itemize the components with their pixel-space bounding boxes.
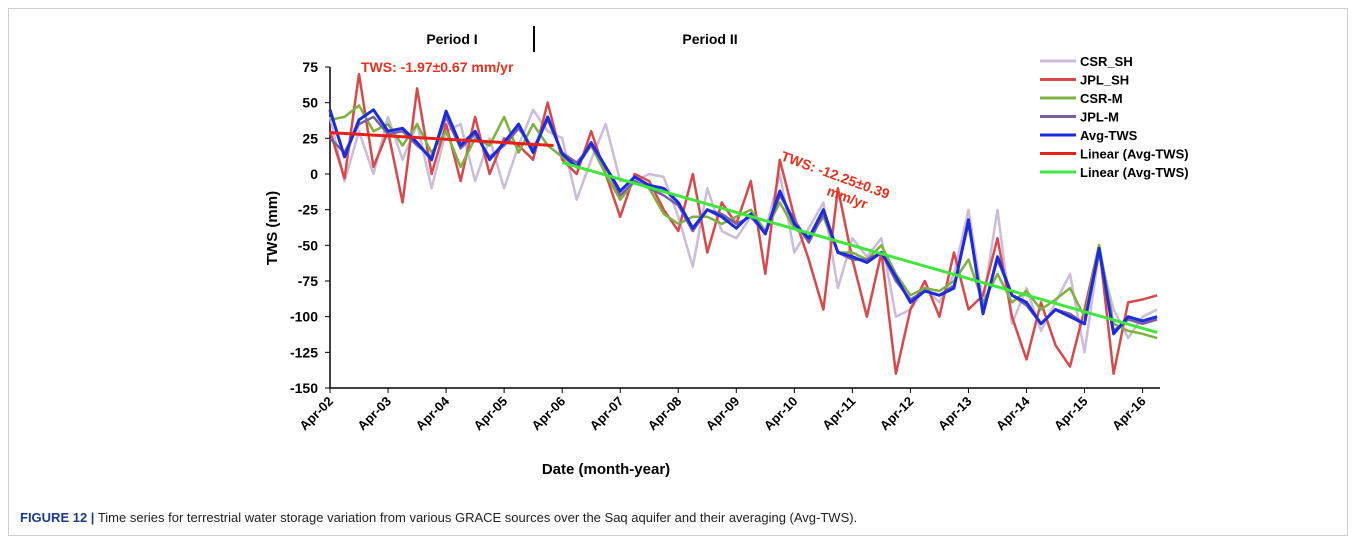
legend-label: JPL-M [1080, 110, 1119, 125]
annotation: TWS: -1.97±0.67 mm/yr [361, 59, 514, 75]
x-tick-label: Apr-05 [471, 394, 511, 434]
x-tick-label: Apr-07 [587, 394, 627, 434]
legend-label: JPL_SH [1080, 73, 1129, 88]
y-tick-label: 75 [302, 59, 318, 75]
period-label: Period II [682, 31, 737, 47]
x-axis-label: Date (month-year) [542, 461, 670, 478]
figure-border [8, 8, 1348, 536]
x-tick-label: Apr-11 [819, 394, 858, 433]
x-tick-label: Apr-09 [703, 394, 743, 434]
y-tick-label: -125 [290, 344, 318, 360]
period-label: Period I [426, 31, 477, 47]
y-tick-label: -50 [298, 237, 318, 253]
x-tick-label: Apr-14 [993, 393, 1033, 433]
y-tick-label: -100 [290, 309, 318, 325]
x-tick-label: Apr-13 [935, 394, 975, 434]
series-line [328, 108, 1158, 336]
x-tick-label: Apr-03 [354, 394, 394, 434]
caption: FIGURE 12 | Time series for terrestrial … [20, 510, 857, 525]
y-tick-label: 50 [302, 95, 318, 111]
legend-label: Avg-TWS [1080, 128, 1138, 143]
y-tick-label: -75 [298, 273, 318, 289]
series-line [329, 131, 554, 147]
caption-label: FIGURE 12 | [20, 510, 94, 525]
x-tick-label: Apr-02 [296, 394, 336, 434]
y-tick-label: 25 [302, 130, 318, 146]
x-tick-label: Apr-04 [412, 393, 452, 433]
legend-label: Linear (Avg-TWS) [1080, 147, 1189, 162]
y-tick-label: -25 [298, 202, 318, 218]
x-tick-label: Apr-06 [529, 394, 569, 434]
y-axis-label: TWS (mm) [264, 191, 281, 265]
series-line [328, 72, 1158, 375]
x-tick-label: Apr-15 [1051, 394, 1091, 434]
legend-label: CSR-M [1080, 91, 1123, 106]
y-tick-label: 0 [310, 166, 318, 182]
x-tick-label: Apr-08 [645, 394, 685, 434]
x-tick-label: Apr-12 [877, 394, 917, 434]
series-line [561, 161, 1158, 334]
x-tick-label: Apr-10 [761, 394, 801, 434]
legend-label: CSR_SH [1080, 54, 1133, 69]
series-line [328, 108, 1158, 354]
x-tick-label: Apr-16 [1109, 394, 1149, 434]
y-tick-label: -150 [290, 380, 318, 396]
annotation-text: TWS: -1.97±0.67 mm/yr [361, 59, 514, 75]
legend-label: Linear (Avg-TWS) [1080, 165, 1189, 180]
caption-text: Time series for terrestrial water storag… [98, 510, 857, 525]
